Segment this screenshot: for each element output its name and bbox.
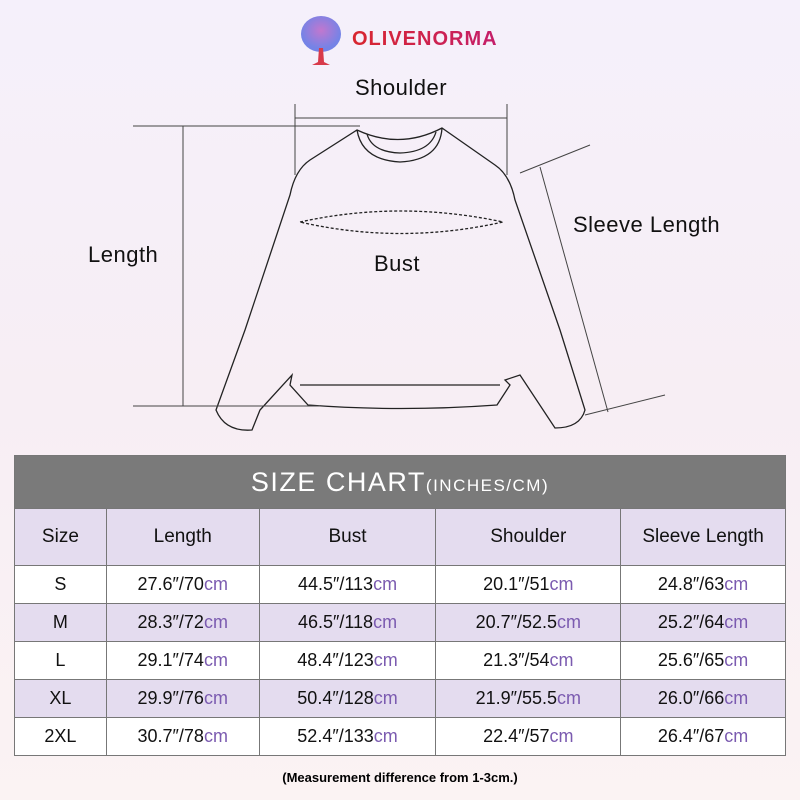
length-label: Length [88, 242, 159, 267]
table-row: 2XL 30.7″/78cm 52.4″/133cm 22.4″/57cm 26.4″/… [14, 717, 786, 756]
shoulder-label: Shoulder [355, 75, 448, 100]
measurement-cell: 26.4″/67cm [620, 717, 786, 756]
measure-lines [133, 104, 666, 416]
size-chart-table: SIZE CHART(INCHES/CM) Size Length Bust Shou… [14, 455, 786, 756]
column-header: Shoulder [435, 508, 622, 566]
column-header: Bust [258, 508, 437, 566]
measurement-cell: 25.2″/64cm [620, 603, 786, 642]
measurement-cell: 25.6″/65cm [620, 641, 786, 680]
measurement-cell: 29.9″/76cm [105, 679, 260, 718]
measurement-cell: 24.8″/63cm [620, 565, 786, 604]
measurement-cell: 48.4″/123cm [258, 641, 437, 680]
size-cell: L [14, 641, 107, 680]
sweater-diagram [133, 104, 666, 431]
brand-name: OLIVENORMA [352, 27, 498, 50]
size-cell: M [14, 603, 107, 642]
measurement-cell: 44.5″/113cm [258, 565, 437, 604]
column-header: Size [14, 508, 107, 566]
column-header: Length [105, 508, 260, 566]
measurement-cell: 20.1″/51cm [435, 565, 622, 604]
brand-logo: OLIVENORMA [298, 12, 498, 66]
table-title: SIZE CHART(INCHES/CM) [14, 455, 786, 509]
measurement-cell: 50.4″/128cm [258, 679, 437, 718]
measurement-cell: 21.9″/55.5cm [435, 679, 622, 718]
measurement-cell: 20.7″/52.5cm [435, 603, 622, 642]
column-header: Sleeve Length [620, 508, 786, 566]
tree-icon [301, 16, 341, 65]
measurement-cell: 28.3″/72cm [105, 603, 260, 642]
sweater-outline [215, 127, 586, 431]
measurement-cell: 22.4″/57cm [435, 717, 622, 756]
measurement-cell: 46.5″/118cm [258, 603, 437, 642]
table-row: L 29.1″/74cm 48.4″/123cm 21.3″/54cm 25.6″/65… [14, 641, 786, 680]
table-row: XL 29.9″/76cm 50.4″/128cm 21.9″/55.5cm 26.0″… [14, 679, 786, 718]
table-row: S 27.6″/70cm 44.5″/113cm 20.1″/51cm 24.8″/63… [14, 565, 786, 604]
size-cell: S [14, 565, 107, 604]
bust-label: Bust [374, 251, 421, 276]
measurement-cell: 52.4″/133cm [258, 717, 437, 756]
table-row: M 28.3″/72cm 46.5″/118cm 20.7″/52.5cm 25.2″/… [14, 603, 786, 642]
measurement-cell: 29.1″/74cm [105, 641, 260, 680]
measurement-cell: 27.6″/70cm [105, 565, 260, 604]
measurement-cell: 30.7″/78cm [105, 717, 260, 756]
size-cell: XL [14, 679, 107, 718]
measurement-cell: 21.3″/54cm [435, 641, 622, 680]
measurement-cell: 26.0″/66cm [620, 679, 786, 718]
size-cell: 2XL [14, 717, 107, 756]
sleeve-length-label: Sleeve Length [573, 212, 721, 237]
measurement-note: (Measurement difference from 1-3cm.) [282, 770, 518, 785]
